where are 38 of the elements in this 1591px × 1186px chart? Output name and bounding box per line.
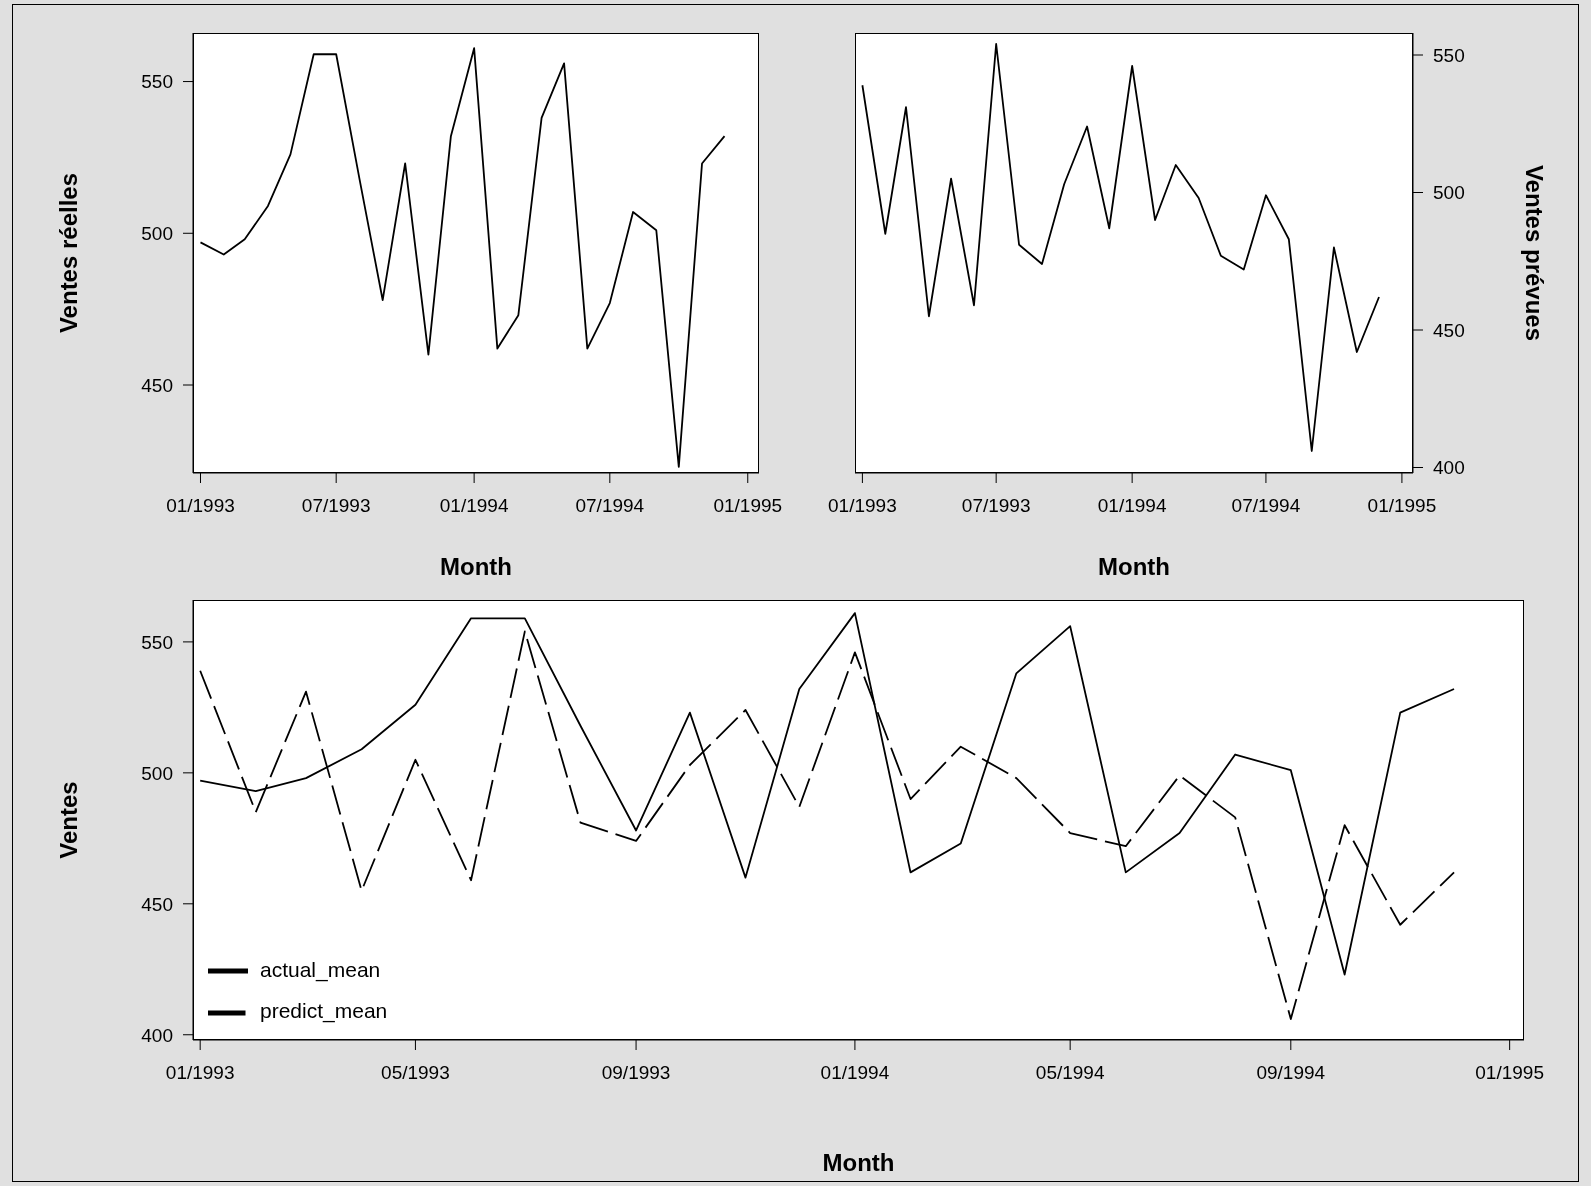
x-tick-label: 09/1993 [601, 1062, 671, 1084]
x-tick-label: 07/1993 [961, 495, 1031, 517]
y-tick-label: 500 [141, 762, 173, 784]
y2-tick-label: 550 [1433, 44, 1465, 66]
x-tick-label: 07/1993 [301, 495, 371, 517]
x-tick-label: 01/1993 [828, 495, 897, 517]
x-tick-label: 01/1993 [166, 495, 235, 517]
y-tick-label: 550 [141, 631, 173, 653]
y2-tick-label: 400 [1433, 457, 1465, 479]
y-tick-label: 550 [141, 71, 173, 93]
x-axis-title: Month [440, 553, 512, 580]
x-tick-label: 01/1995 [1475, 1062, 1544, 1084]
y-tick-label: 400 [141, 1024, 173, 1046]
x-tick-label: 05/1993 [381, 1062, 450, 1084]
x-tick-label: 01/1995 [1367, 495, 1437, 517]
legend-label: predict_mean [260, 999, 388, 1023]
x-tick-label: 01/1994 [439, 495, 509, 517]
x-tick-label: 01/1995 [713, 495, 783, 517]
y2-tick-label: 450 [1433, 319, 1465, 341]
x-tick-label: 01/1994 [1097, 495, 1167, 517]
y-axis-title: Ventes réelles [54, 172, 82, 334]
x-tick-label: 05/1994 [1035, 1062, 1105, 1084]
y2-tick-label: 500 [1433, 182, 1465, 204]
line-series [861, 43, 1380, 452]
y-tick-label: 450 [141, 374, 173, 396]
x-tick-label: 07/1994 [575, 495, 645, 517]
x-tick-label: 01/1993 [165, 1062, 235, 1084]
line-series [199, 47, 726, 468]
y-axis-title: Ventes [54, 781, 82, 859]
y-tick-label: 500 [141, 223, 173, 245]
y-tick-label: 450 [141, 893, 173, 915]
x-tick-label: 01/1994 [820, 1062, 890, 1084]
y2-axis-title: Ventes prévues [1521, 164, 1549, 342]
x-axis-title: Month [1098, 553, 1170, 580]
x-tick-label: 09/1994 [1256, 1062, 1326, 1084]
legend-label: actual_mean [260, 958, 381, 981]
x-tick-label: 07/1994 [1231, 495, 1301, 517]
x-axis-title: Month [822, 1149, 895, 1176]
